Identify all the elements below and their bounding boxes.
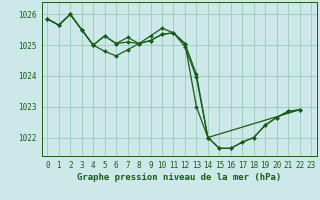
X-axis label: Graphe pression niveau de la mer (hPa): Graphe pression niveau de la mer (hPa) <box>77 173 281 182</box>
